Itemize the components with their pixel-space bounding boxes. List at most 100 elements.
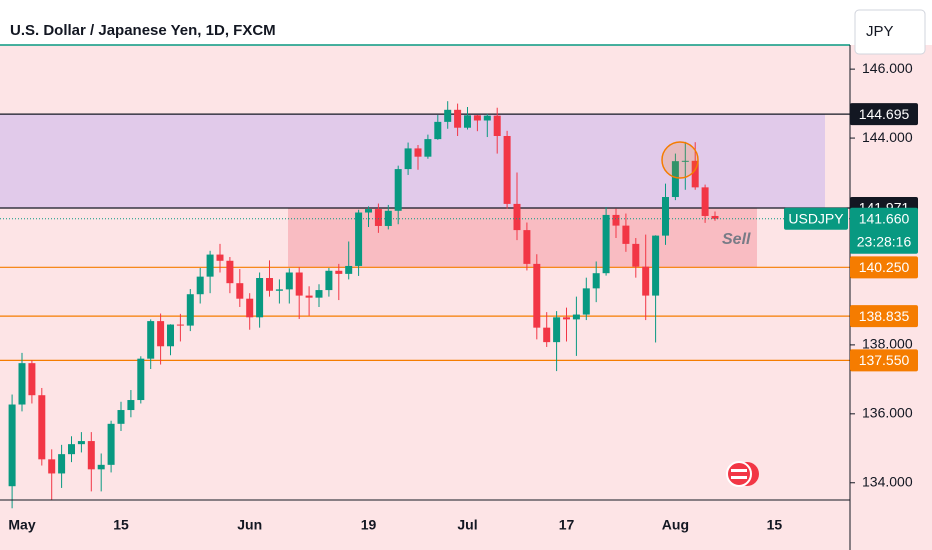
- symbol-tag: [784, 207, 848, 230]
- candle-body: [266, 278, 273, 291]
- candle-body: [444, 109, 452, 122]
- x-tick-label: May: [8, 517, 35, 533]
- candle-body: [563, 317, 570, 320]
- header-background: [0, 0, 932, 45]
- candle-body: [572, 314, 580, 320]
- candle-body: [147, 321, 155, 359]
- level-tag: [850, 349, 918, 372]
- candle-body: [553, 317, 561, 343]
- countdown-label: 23:28:16: [857, 233, 912, 249]
- candle-body: [632, 243, 640, 267]
- candle-body: [662, 197, 669, 236]
- candle-body: [236, 283, 244, 299]
- y-tick-label: 144.000: [862, 129, 913, 145]
- candle-body: [186, 294, 194, 326]
- y-tick-label: 136.000: [862, 405, 913, 421]
- x-tick-label: 15: [767, 517, 783, 533]
- candle-body: [97, 464, 105, 470]
- candle-body: [117, 410, 125, 424]
- x-tick-label: 19: [361, 517, 377, 533]
- candle-body: [671, 161, 679, 198]
- x-tick-label: Aug: [662, 517, 689, 533]
- y-tick-label: 134.000: [862, 473, 913, 489]
- candle-body: [374, 209, 382, 226]
- candle-body: [711, 215, 719, 219]
- candle-body: [602, 214, 610, 274]
- candle-body: [513, 203, 521, 231]
- level-tag: [850, 103, 918, 126]
- candle-body: [325, 270, 333, 291]
- candle-body: [206, 254, 214, 277]
- candle-body: [48, 459, 56, 474]
- candle-body: [503, 136, 511, 204]
- price-tag: [850, 207, 918, 254]
- candle-body: [295, 272, 303, 296]
- candle-body: [38, 395, 46, 460]
- level-tag-label: 138.835: [859, 308, 910, 324]
- chart-background: [0, 45, 932, 550]
- candle-body: [483, 115, 491, 121]
- candle-body: [414, 148, 422, 157]
- candle-body: [127, 400, 135, 411]
- candle-body: [701, 187, 709, 216]
- currency-button[interactable]: [854, 9, 926, 55]
- candle-body: [543, 327, 551, 343]
- x-tick-label: Jun: [237, 517, 262, 533]
- flag-stripe: [731, 469, 747, 472]
- currency-label[interactable]: JPY: [866, 23, 894, 40]
- candle-body: [8, 404, 16, 487]
- candle-body: [345, 265, 353, 274]
- candle-body: [473, 115, 481, 121]
- level-tag-label: 144.695: [859, 106, 910, 122]
- candle-body: [523, 230, 531, 264]
- x-tick-label: Jul: [457, 517, 477, 533]
- candle-body: [612, 214, 620, 226]
- candle-body: [256, 278, 264, 318]
- x-tick-label: 15: [113, 517, 129, 533]
- candle-body: [681, 160, 689, 162]
- y-tick-label: 138.000: [862, 336, 913, 352]
- candle-body: [18, 363, 26, 405]
- level-tag: [850, 256, 918, 279]
- plot: 134.000 136.000 138.000 144.000 146.000 May 15…: [0, 60, 913, 533]
- candle-body: [216, 254, 224, 261]
- candle-body: [622, 225, 630, 244]
- candle-body: [315, 290, 323, 298]
- candle-body: [582, 288, 590, 315]
- candle-body: [493, 115, 501, 136]
- price-tag-label: 141.660: [859, 210, 910, 226]
- candle-body: [642, 266, 650, 296]
- candle-body: [68, 444, 75, 455]
- x-tick-label: 17: [559, 517, 575, 533]
- flag-stripe: [731, 476, 747, 479]
- candle-body: [464, 115, 471, 128]
- highlight-circle: [661, 141, 699, 179]
- candle-body: [28, 363, 36, 396]
- candle-body: [157, 321, 165, 347]
- candle-body: [137, 358, 145, 401]
- flag-icon: [726, 461, 759, 487]
- candle-body: [107, 423, 115, 465]
- candle-body: [652, 235, 660, 296]
- candle-body: [176, 324, 184, 326]
- candle-body: [196, 276, 204, 295]
- candle-body: [691, 160, 699, 188]
- candle-body: [394, 169, 402, 211]
- candle-body: [365, 209, 372, 213]
- candle-body: [285, 272, 293, 290]
- candle-body: [87, 441, 95, 470]
- candle-body: [454, 109, 462, 128]
- candle-body: [275, 289, 283, 291]
- candle-body: [434, 121, 442, 140]
- candle-body: [335, 270, 343, 274]
- candle-body: [77, 441, 85, 445]
- candle-body: [404, 148, 412, 170]
- candle-body: [355, 212, 363, 266]
- candle-body: [424, 139, 432, 157]
- flag-front: [726, 461, 752, 487]
- chart-title: U.S. Dollar / Japanese Yen, 1D, FXCM: [10, 22, 276, 39]
- candle-body: [592, 273, 600, 289]
- candle-body: [58, 454, 66, 474]
- sell-annotation: Sell: [722, 231, 751, 248]
